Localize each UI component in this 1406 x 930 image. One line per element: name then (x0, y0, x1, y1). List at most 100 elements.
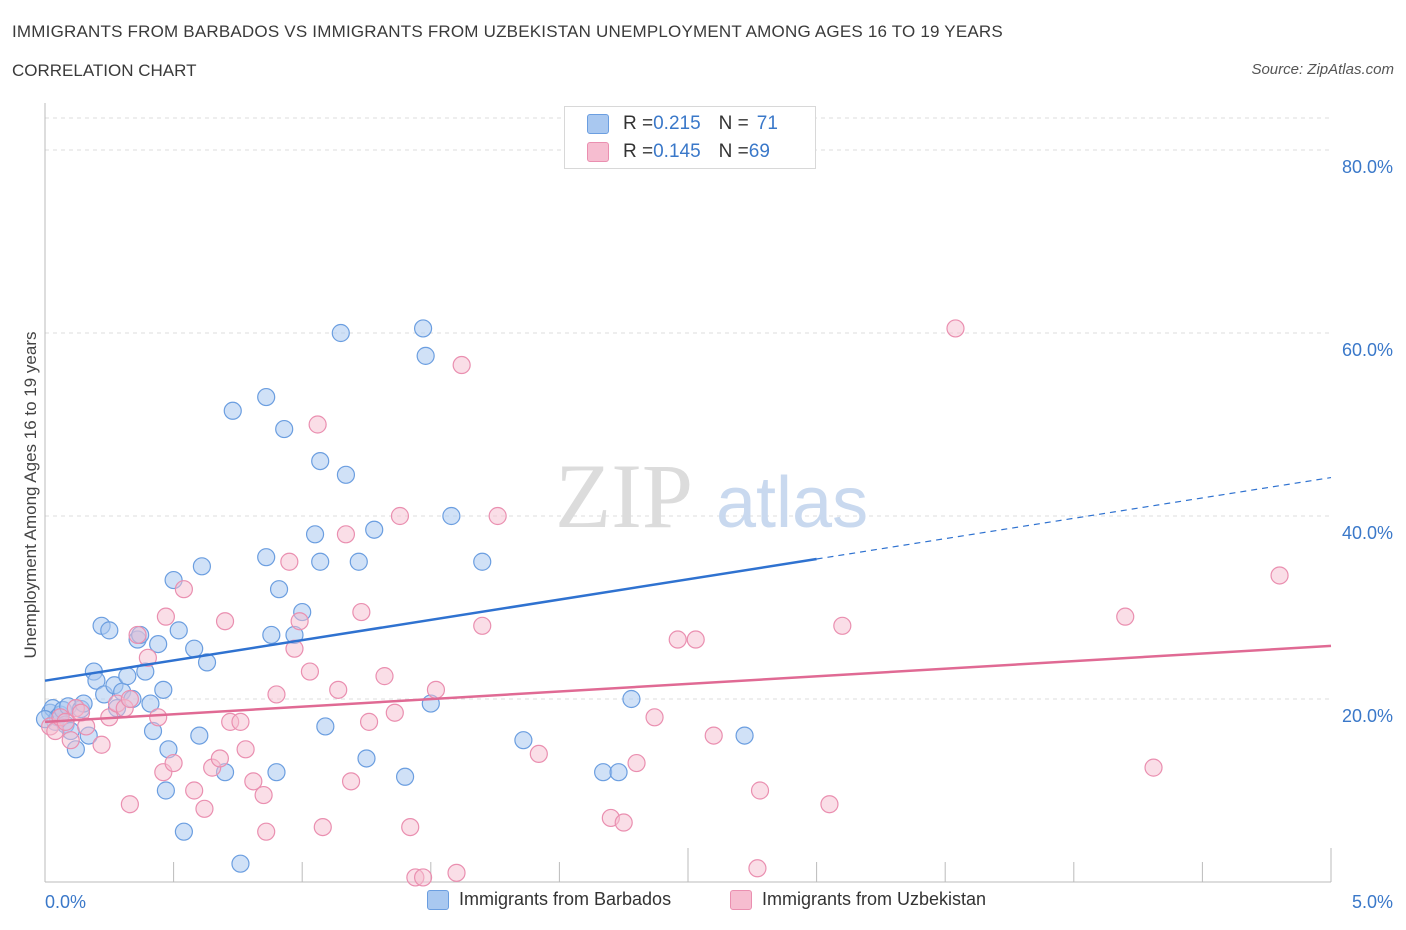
uzbekistan-point (185, 781, 204, 800)
legend-item-barbados[interactable]: Immigrants from Barbados (427, 889, 671, 910)
uzbekistan-point (488, 506, 507, 526)
n-value: 69 (748, 141, 770, 162)
barbados-point (311, 452, 330, 471)
chart-title: IMMIGRANTS FROM BARBADOS VS IMMIGRANTS F… (12, 22, 1003, 41)
barbados-point (413, 319, 433, 338)
uzbekistan-point (447, 863, 466, 882)
uzbekistan-point (401, 817, 420, 837)
uzbekistan-point (385, 703, 404, 722)
uzbekistan-point (473, 616, 492, 635)
uzbekistan-point (156, 607, 175, 626)
barbados-point (349, 552, 368, 571)
uzbekistan-point (820, 795, 839, 814)
stats-row-barbados: R = 0.215 N = 71 (587, 111, 778, 137)
uzbekistan-point (290, 612, 309, 631)
uzbekistan-point (195, 799, 214, 818)
barbados-point (365, 520, 384, 539)
uzbekistan-point (529, 744, 548, 764)
uzbekistan-point (128, 625, 147, 645)
uzbekistan-point (120, 795, 139, 814)
barbados-point (594, 763, 613, 782)
barbados-point (331, 323, 350, 343)
barbados-point (316, 717, 335, 736)
uzbekistan-point (1270, 566, 1289, 585)
uzbekistan-point (390, 506, 410, 526)
barbados-point (100, 621, 119, 640)
uzbekistan-point (257, 822, 276, 841)
uzbekistan-point (704, 726, 723, 745)
y-tick-label: 40.0% (1342, 523, 1393, 543)
barbados-point (174, 822, 193, 841)
n-value: 71 (756, 113, 778, 134)
uzbekistan-point (313, 817, 332, 837)
barbados-point (735, 726, 754, 745)
uzbekistan-point (254, 785, 273, 805)
uzbekistan-point (336, 525, 356, 544)
x-tick-label: 5.0% (1352, 892, 1393, 912)
uzbekistan-point (308, 415, 327, 434)
uzbekistan-point (149, 708, 168, 727)
uzbekistan-point (668, 630, 687, 649)
uzbekistan-point (833, 616, 852, 635)
barbados-point (192, 557, 211, 576)
uzbekistan-point (627, 753, 646, 773)
uzbekistan-point (946, 319, 965, 338)
uzbekistan-point (210, 749, 229, 768)
stats-legend: R = 0.215 N = 71 R = 0.145 N = 69 (564, 106, 816, 169)
x-tick-label: 0.0% (45, 892, 86, 912)
barbados-point (118, 667, 137, 686)
barbados-point (305, 525, 325, 544)
barbados-point (267, 763, 286, 782)
uzbekistan-point (138, 648, 157, 667)
barbados-legend-swatch (427, 889, 449, 910)
barbados-point (442, 506, 461, 526)
barbados-point (357, 749, 376, 768)
r-label: R = (623, 113, 654, 134)
barbados-point (311, 552, 330, 571)
uzbekistan-point (120, 689, 139, 709)
y-axis-label: Unemployment Among Ages 16 to 19 years (21, 332, 40, 659)
uzbekistan-point (280, 552, 299, 571)
uzbekistan-point (164, 753, 183, 773)
barbados-point (609, 763, 628, 782)
chart-subtitle: CORRELATION CHART (12, 61, 197, 80)
uzbekistan-point (614, 813, 633, 832)
axes (44, 103, 1332, 883)
uzbekistan-point (375, 667, 394, 686)
barbados-point (257, 387, 276, 407)
r-value: 0.145 (653, 141, 701, 162)
watermark-atlas: atlas (716, 463, 868, 543)
barbados-swatch (587, 114, 609, 134)
uzbekistan-point (329, 680, 348, 699)
barbados-point (473, 552, 492, 571)
barbados-point (154, 680, 173, 699)
barbados-trend-line (44, 557, 817, 682)
uzbekistan-point (341, 772, 361, 791)
uzbekistan-point (686, 630, 705, 649)
legend-item-uzbekistan[interactable]: Immigrants from Uzbekistan (730, 889, 986, 910)
barbados-point (416, 346, 435, 365)
uzbekistan-point (413, 868, 433, 887)
uzbekistan-point (359, 712, 379, 731)
uzbekistan-point (748, 859, 767, 878)
legend-label-uzbekistan: Immigrants from Uzbekistan (762, 889, 987, 909)
uzbekistan-point (236, 740, 255, 759)
y-tick-label: 20.0% (1342, 706, 1393, 726)
uzbekistan-trend-line (44, 644, 1332, 724)
watermark-zip: ZIP (555, 445, 693, 547)
barbados-point (223, 401, 242, 420)
barbados-point (185, 639, 204, 658)
uzbekistan-point (215, 612, 235, 631)
legend-label-barbados: Immigrants from Barbados (459, 889, 672, 909)
barbados-point (190, 726, 209, 745)
barbados-point (257, 548, 276, 567)
barbados-point (141, 694, 160, 713)
uzbekistan-swatch (587, 142, 609, 162)
tick-labels: 20.0% 40.0% 60.0% 80.0% 0.0% 5.0% (45, 157, 1393, 912)
uzbekistan-point (174, 580, 193, 599)
uzbekistan-point (267, 685, 286, 704)
barbados-trend-extension (816, 476, 1332, 560)
barbados-point (269, 580, 289, 599)
uzbekistan-point (92, 735, 111, 754)
stats-row-uzbekistan: R = 0.145 N = 69 (587, 139, 770, 165)
